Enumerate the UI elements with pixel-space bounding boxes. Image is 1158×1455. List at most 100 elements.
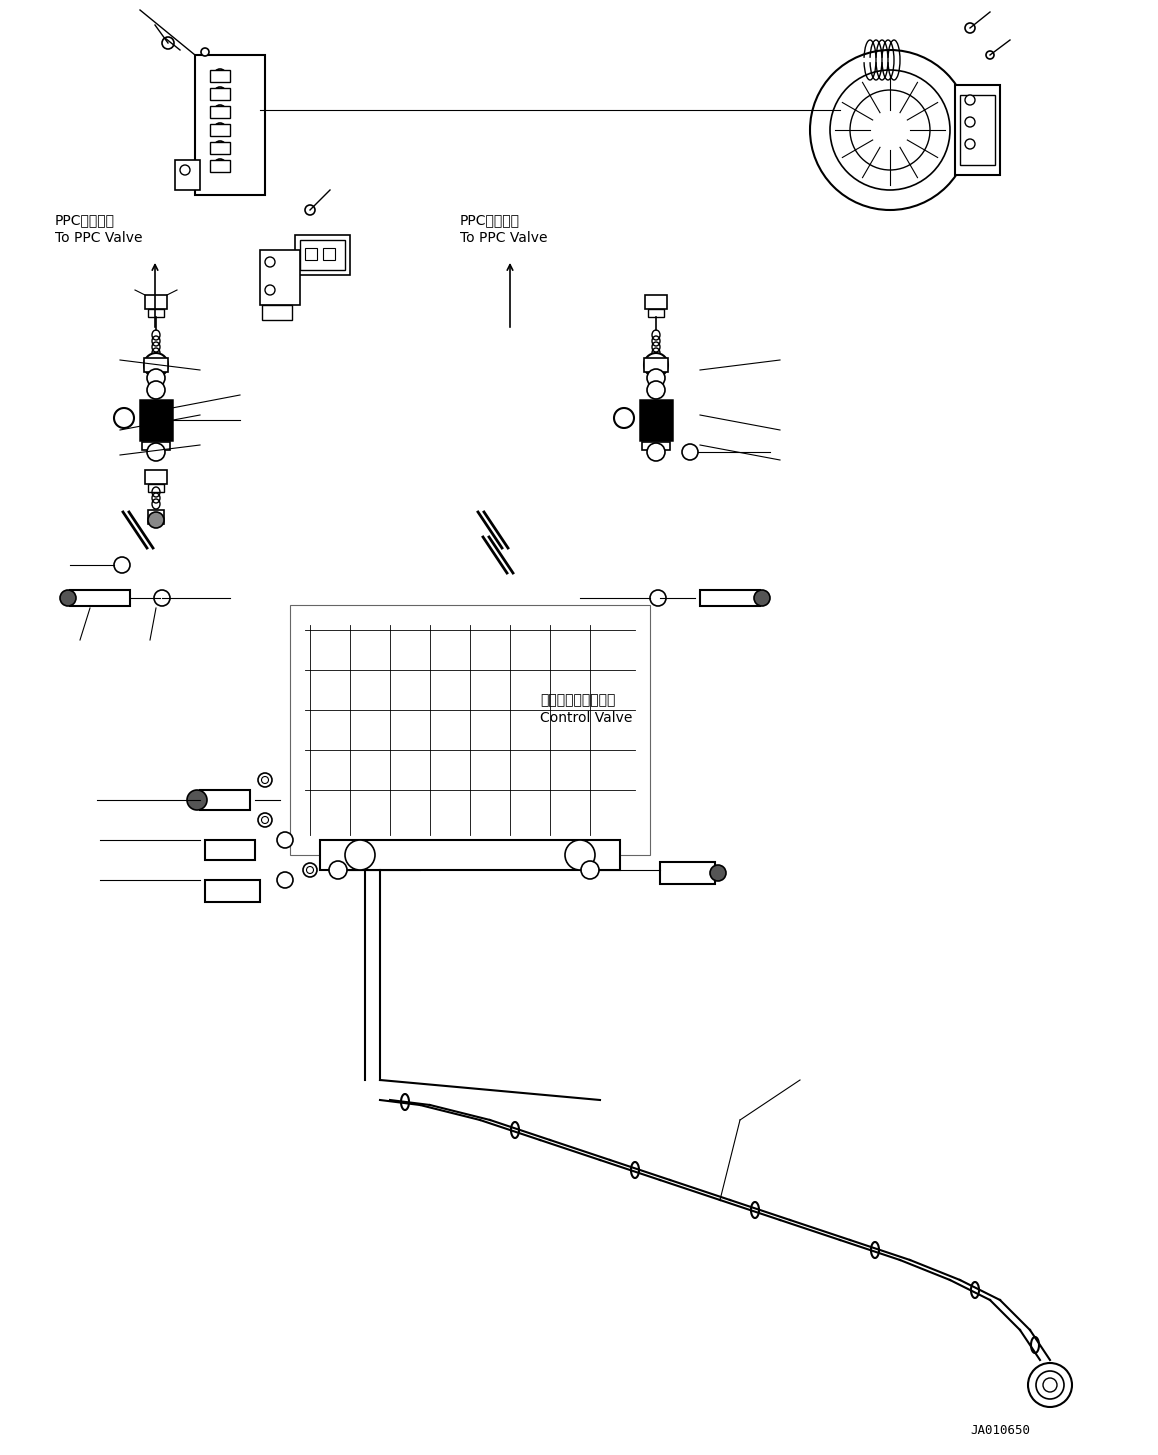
Bar [200,790,250,810]
Circle shape [147,442,164,461]
Circle shape [345,840,375,870]
Circle shape [374,784,386,796]
Circle shape [265,258,274,268]
Circle shape [214,141,226,153]
Circle shape [428,658,452,682]
Circle shape [428,717,452,742]
Circle shape [1043,1378,1057,1392]
Circle shape [277,872,293,888]
Circle shape [179,164,190,175]
Circle shape [334,663,346,677]
Circle shape [647,370,665,387]
Circle shape [334,725,346,736]
Circle shape [528,717,552,742]
Bar [210,87,230,100]
Circle shape [534,725,547,736]
Bar [955,84,1001,175]
Bar [145,470,167,485]
Bar [142,442,170,450]
Circle shape [265,285,274,295]
Circle shape [484,725,496,736]
Text: Control Valve: Control Valve [540,711,632,725]
Bar [699,589,760,605]
Circle shape [147,370,164,387]
Circle shape [454,784,466,796]
Circle shape [754,589,770,605]
Circle shape [584,663,596,677]
Text: PPCバルブへ: PPCバルブへ [460,212,520,227]
Bar [642,442,670,450]
Bar [300,620,640,840]
Circle shape [1028,1363,1072,1407]
Circle shape [682,444,698,460]
Circle shape [534,663,547,677]
Circle shape [830,70,950,191]
Bar [148,485,164,492]
Bar [300,240,345,271]
Text: PPCバルブへ: PPCバルブへ [54,212,115,227]
Circle shape [262,816,269,824]
Circle shape [214,159,226,172]
Circle shape [478,658,503,682]
Bar [320,840,620,870]
Bar [210,160,230,172]
Text: コントロールバルブ: コントロールバルブ [540,693,615,707]
Circle shape [303,863,317,877]
Bar [645,295,667,308]
Circle shape [113,407,134,428]
Circle shape [965,95,975,105]
Circle shape [305,205,315,215]
Circle shape [186,790,207,810]
Circle shape [478,717,503,742]
Circle shape [448,778,472,802]
Text: JA010650: JA010650 [970,1423,1029,1436]
Circle shape [965,23,975,33]
Circle shape [534,784,547,796]
Circle shape [528,658,552,682]
Circle shape [258,773,272,787]
Circle shape [214,68,226,81]
Circle shape [148,512,164,528]
Circle shape [484,663,496,677]
Bar [144,358,168,372]
Bar [210,70,230,81]
Circle shape [214,124,226,135]
Text: To PPC Valve: To PPC Valve [54,231,142,244]
Circle shape [113,557,130,573]
Circle shape [850,90,930,170]
Circle shape [262,777,269,783]
Bar [290,605,650,856]
Bar [660,861,714,885]
Circle shape [307,867,314,873]
Bar [210,124,230,135]
Bar [262,306,292,320]
Circle shape [328,658,352,682]
Circle shape [492,697,508,713]
Circle shape [528,778,552,802]
Circle shape [277,832,293,848]
Bar [295,236,350,275]
Circle shape [965,140,975,148]
Bar [261,250,300,306]
Text: To PPC Valve: To PPC Valve [460,231,548,244]
Bar [148,511,164,524]
Circle shape [1036,1371,1064,1400]
Circle shape [710,866,726,880]
Circle shape [214,87,226,99]
Circle shape [965,116,975,127]
Circle shape [384,663,396,677]
Bar [145,295,167,308]
Bar [175,160,200,191]
Bar [323,247,335,260]
Circle shape [614,407,633,428]
Circle shape [328,717,352,742]
Bar [195,55,265,195]
Circle shape [368,778,393,802]
Bar [644,358,668,372]
Bar [648,308,664,317]
Circle shape [214,105,226,116]
Circle shape [412,697,428,713]
Circle shape [201,48,208,55]
Bar [205,840,255,860]
Bar [140,400,173,439]
